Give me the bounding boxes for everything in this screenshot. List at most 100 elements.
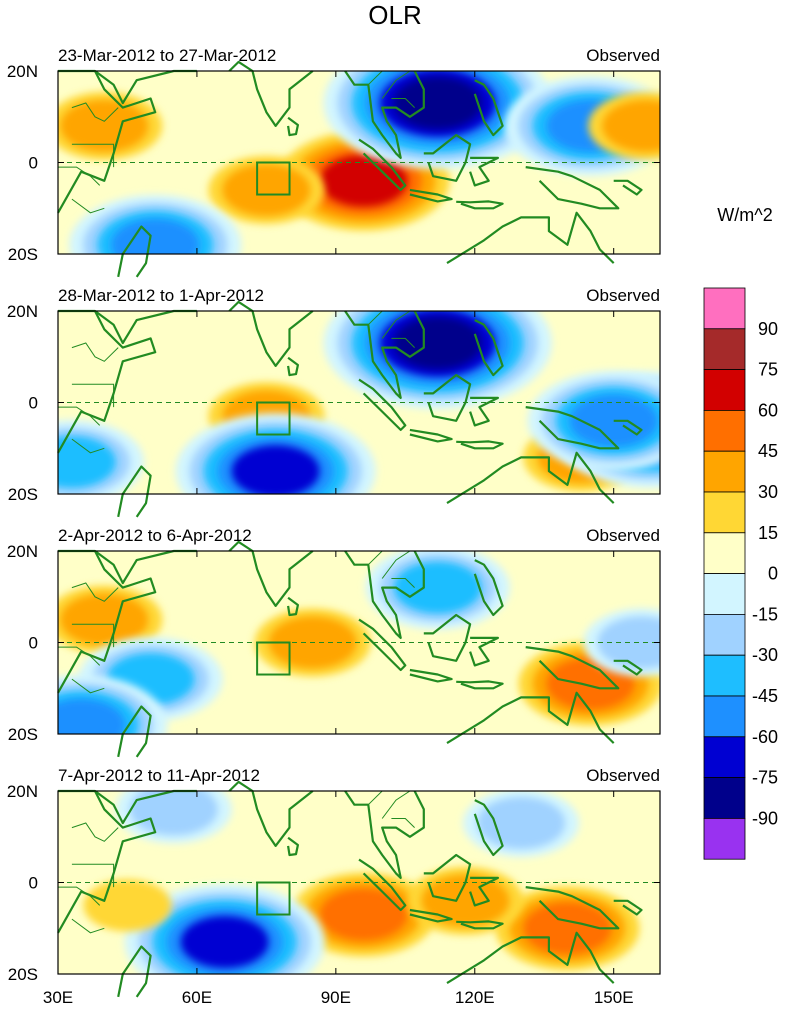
panel-label: Observed <box>586 46 660 65</box>
border-line <box>367 70 383 86</box>
coastline <box>525 886 620 930</box>
colorbar-swatch <box>703 369 746 411</box>
coastline <box>446 211 615 265</box>
anomaly-contour <box>393 561 482 614</box>
y-tick-label: 0 <box>29 394 38 413</box>
coastline <box>358 138 407 191</box>
border-line <box>381 310 411 339</box>
border-line <box>367 550 383 566</box>
border-line <box>71 863 115 888</box>
y-tick-label: 20N <box>7 542 38 561</box>
coastline <box>344 790 425 879</box>
coastline <box>228 780 314 847</box>
colorbar-swatch <box>703 491 746 534</box>
colorbar-swatch <box>703 287 746 330</box>
border-line <box>71 822 119 842</box>
coastline <box>409 428 453 443</box>
coastline <box>287 116 299 137</box>
colorbar-swatch <box>703 736 746 778</box>
colorbar-label: 30 <box>758 482 778 502</box>
y-tick-label: 20S <box>8 245 38 264</box>
anomaly-contour <box>231 445 320 494</box>
anomaly-contour <box>60 99 149 152</box>
coastline <box>456 440 504 450</box>
x-tick-label: 60E <box>182 988 212 1007</box>
anomaly-contour <box>523 902 612 955</box>
colorbar-label: 90 <box>758 319 778 339</box>
colorbar-label: -75 <box>752 768 778 788</box>
border-line <box>71 342 119 362</box>
colorbar-swatch <box>703 614 746 656</box>
chart-title: OLR <box>368 0 421 30</box>
anomaly-field <box>58 311 660 494</box>
border-line <box>71 918 105 934</box>
anomaly-contour <box>58 435 116 488</box>
colorbar-label: 45 <box>758 441 778 461</box>
border-line <box>381 70 411 99</box>
border-line <box>58 646 101 666</box>
coastline <box>525 646 620 690</box>
coastline <box>469 156 499 187</box>
border-line <box>71 143 115 168</box>
coastline <box>525 406 620 450</box>
coastline <box>613 659 643 676</box>
border-line <box>58 406 101 426</box>
x-tick-label: 90E <box>321 988 351 1007</box>
y-tick-label: 20N <box>7 782 38 801</box>
colorbar-swatch <box>703 532 746 574</box>
coastline <box>469 636 499 667</box>
x-tick-label: 120E <box>455 988 495 1007</box>
coastline <box>228 540 314 607</box>
coastline <box>358 858 407 912</box>
coastlines <box>57 780 643 998</box>
colorbar-swatch <box>703 409 746 452</box>
border-line <box>367 310 383 326</box>
coastline <box>423 613 472 662</box>
border-line <box>391 98 415 108</box>
colorbar-label: -90 <box>752 808 778 828</box>
anomaly-contour <box>319 888 408 941</box>
coastline <box>525 166 620 210</box>
y-tick-label: 20S <box>8 965 38 984</box>
colorbar-swatch <box>703 573 746 615</box>
colorbar-units: W/m^2 <box>717 205 772 225</box>
anomaly-contour <box>421 874 510 927</box>
border-line <box>71 102 119 122</box>
border-line <box>71 438 105 454</box>
y-tick-label: 0 <box>29 874 38 893</box>
y-tick-label: 20S <box>8 485 38 504</box>
coastline <box>344 550 425 639</box>
map-panel: 20N 0 20S 28-Mar-2012 to 1-Apr-2012 Observed <box>7 286 661 518</box>
border-line <box>391 818 415 828</box>
anomaly-contour <box>602 99 660 152</box>
coastline <box>446 931 615 985</box>
coastline <box>423 374 472 422</box>
box-region <box>256 401 291 436</box>
coastline <box>613 899 643 916</box>
x-tick-label: 150E <box>594 988 634 1007</box>
border-line <box>381 550 411 579</box>
box-region <box>256 881 291 916</box>
country-borders <box>58 790 415 934</box>
coastline <box>456 200 504 210</box>
coastline <box>409 188 453 203</box>
coastline <box>344 70 425 159</box>
coastline <box>409 668 453 683</box>
border-line <box>71 623 115 648</box>
country-borders <box>58 310 415 454</box>
colorbar-label: -60 <box>752 727 778 747</box>
border-line <box>391 578 415 588</box>
border-line <box>58 886 101 906</box>
coastline <box>57 310 157 454</box>
coastline <box>228 60 314 127</box>
coastline <box>469 876 499 907</box>
colorbar-swatch <box>703 695 746 738</box>
coastline <box>446 451 615 505</box>
map-panel: 20N 0 20S 7-Apr-2012 to 11-Apr-2012 Observed <box>7 766 661 998</box>
coastline <box>613 419 643 436</box>
anomaly-contour <box>58 698 126 734</box>
border-line <box>71 198 105 214</box>
colorbar-label: 60 <box>758 400 778 420</box>
coastline <box>57 70 157 214</box>
